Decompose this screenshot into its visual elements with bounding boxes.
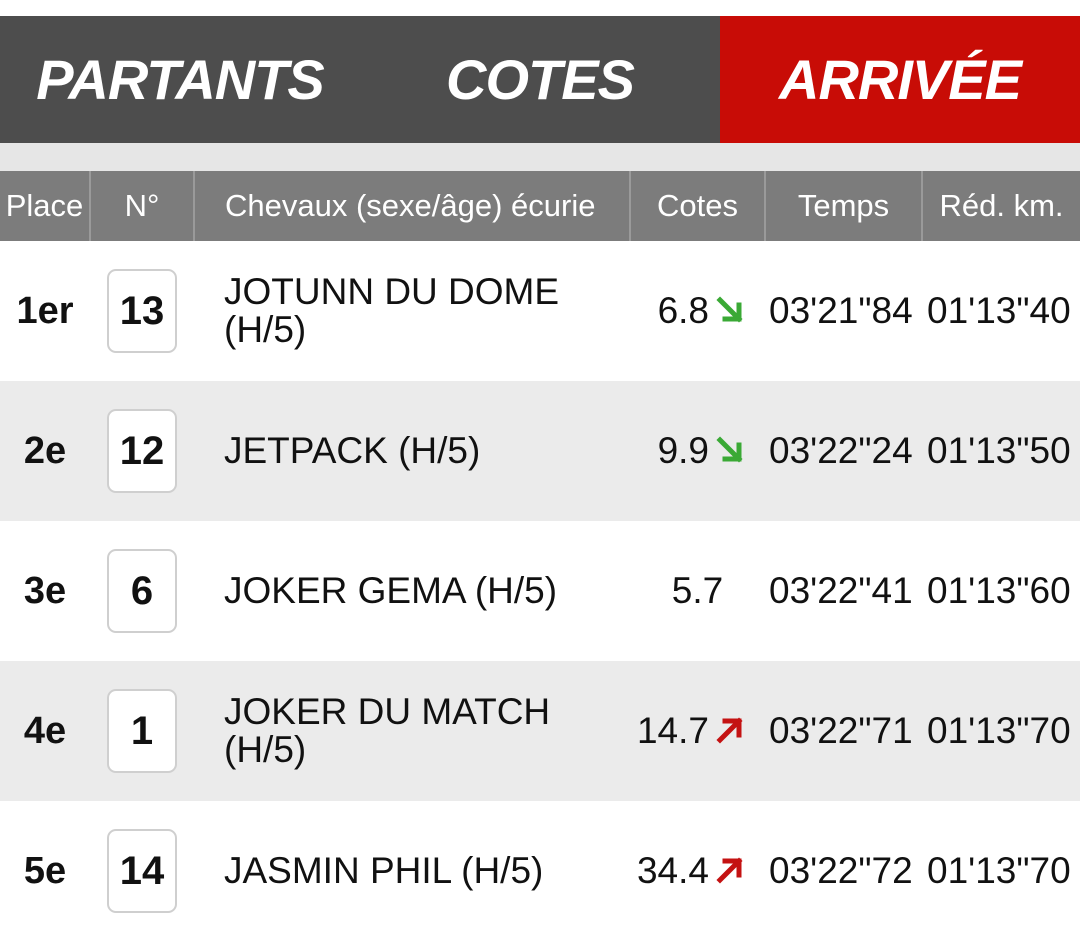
odds-cell: 9.9	[630, 381, 765, 521]
table-row[interactable]: 1er 13 JOTUNN DU DOME (H/5) 6.8 03'21"84 01'1…	[0, 241, 1080, 381]
number-cell: 12	[90, 381, 194, 521]
odds-cell: 6.8	[630, 241, 765, 381]
horse-name-cell: JOTUNN DU DOME (H/5)	[194, 241, 630, 381]
time-cell: 03'22"71	[765, 661, 922, 801]
red-km-cell: 01'13"50	[922, 381, 1080, 521]
table-row[interactable]: 2e 12 JETPACK (H/5) 9.9 03'22"24 01'13"50	[0, 381, 1080, 521]
arrow-up-right-icon	[715, 855, 745, 885]
header-number[interactable]: N°	[89, 171, 194, 241]
horse-number-badge: 13	[107, 269, 177, 353]
odds-value: 6.8	[657, 290, 709, 331]
table-row[interactable]: 3e 6 JOKER GEMA (H/5) 5.7 03'22"41 01'13"60	[0, 521, 1080, 661]
horse-number-badge: 1	[107, 689, 177, 773]
number-cell: 1	[90, 661, 194, 801]
tab-cotes[interactable]: COTES	[360, 16, 720, 143]
tab-arrivee[interactable]: ARRIVÉE	[720, 16, 1080, 155]
red-km-cell: 01'13"60	[922, 521, 1080, 661]
header-odds[interactable]: Cotes	[629, 171, 765, 241]
tab-separator	[0, 143, 1080, 171]
results-table: Place N° Chevaux (sexe/âge) écurie Cotes…	[0, 171, 1080, 939]
horse-name-cell: JASMIN PHIL (H/5)	[194, 801, 630, 939]
red-km-cell: 01'13"40	[922, 241, 1080, 381]
table-row[interactable]: 4e 1 JOKER DU MATCH (H/5) 14.7 03'22"71 01'13…	[0, 661, 1080, 801]
horse-name-cell: JOKER GEMA (H/5)	[194, 521, 630, 661]
time-cell: 03'22"72	[765, 801, 922, 939]
place-cell: 3e	[0, 521, 90, 661]
arrow-down-right-icon	[715, 435, 745, 465]
place-cell: 4e	[0, 661, 90, 801]
odds-value: 14.7	[636, 710, 709, 751]
table-header-row: Place N° Chevaux (sexe/âge) écurie Cotes…	[0, 171, 1080, 241]
header-time[interactable]: Temps	[764, 171, 922, 241]
place-cell: 2e	[0, 381, 90, 521]
horse-number-badge: 12	[107, 409, 177, 493]
header-horses[interactable]: Chevaux (sexe/âge) écurie	[193, 171, 630, 241]
number-cell: 14	[90, 801, 194, 939]
horse-number-badge: 6	[107, 549, 177, 633]
horse-number-badge: 14	[107, 829, 177, 913]
tab-arrivee-label: ARRIVÉE	[779, 48, 1022, 111]
time-cell: 03'22"41	[765, 521, 922, 661]
red-km-cell: 01'13"70	[922, 661, 1080, 801]
tab-bar: PARTANTS COTES ARRIVÉE	[0, 16, 1080, 155]
odds-value: 34.4	[636, 850, 709, 891]
tab-cotes-label: COTES	[446, 48, 635, 111]
odds-cell: 34.4	[630, 801, 765, 939]
odds-cell: 5.7	[630, 521, 765, 661]
number-cell: 13	[90, 241, 194, 381]
time-cell: 03'22"24	[765, 381, 922, 521]
time-cell: 03'21"84	[765, 241, 922, 381]
header-red-km[interactable]: Réd. km.	[921, 171, 1080, 241]
tab-partants[interactable]: PARTANTS	[0, 16, 360, 143]
number-cell: 6	[90, 521, 194, 661]
arrow-down-right-icon	[715, 295, 745, 325]
red-km-cell: 01'13"70	[922, 801, 1080, 939]
horse-name-cell: JETPACK (H/5)	[194, 381, 630, 521]
odds-value: 5.7	[671, 570, 724, 611]
arrow-up-right-icon	[715, 715, 745, 745]
place-cell: 1er	[0, 241, 90, 381]
tab-partants-label: PARTANTS	[36, 48, 325, 111]
table-row[interactable]: 5e 14 JASMIN PHIL (H/5) 34.4 03'22"72 01'13"7…	[0, 801, 1080, 939]
odds-cell: 14.7	[630, 661, 765, 801]
header-place[interactable]: Place	[0, 171, 90, 241]
place-cell: 5e	[0, 801, 90, 939]
horse-name-cell: JOKER DU MATCH (H/5)	[194, 661, 630, 801]
odds-value: 9.9	[657, 430, 709, 471]
